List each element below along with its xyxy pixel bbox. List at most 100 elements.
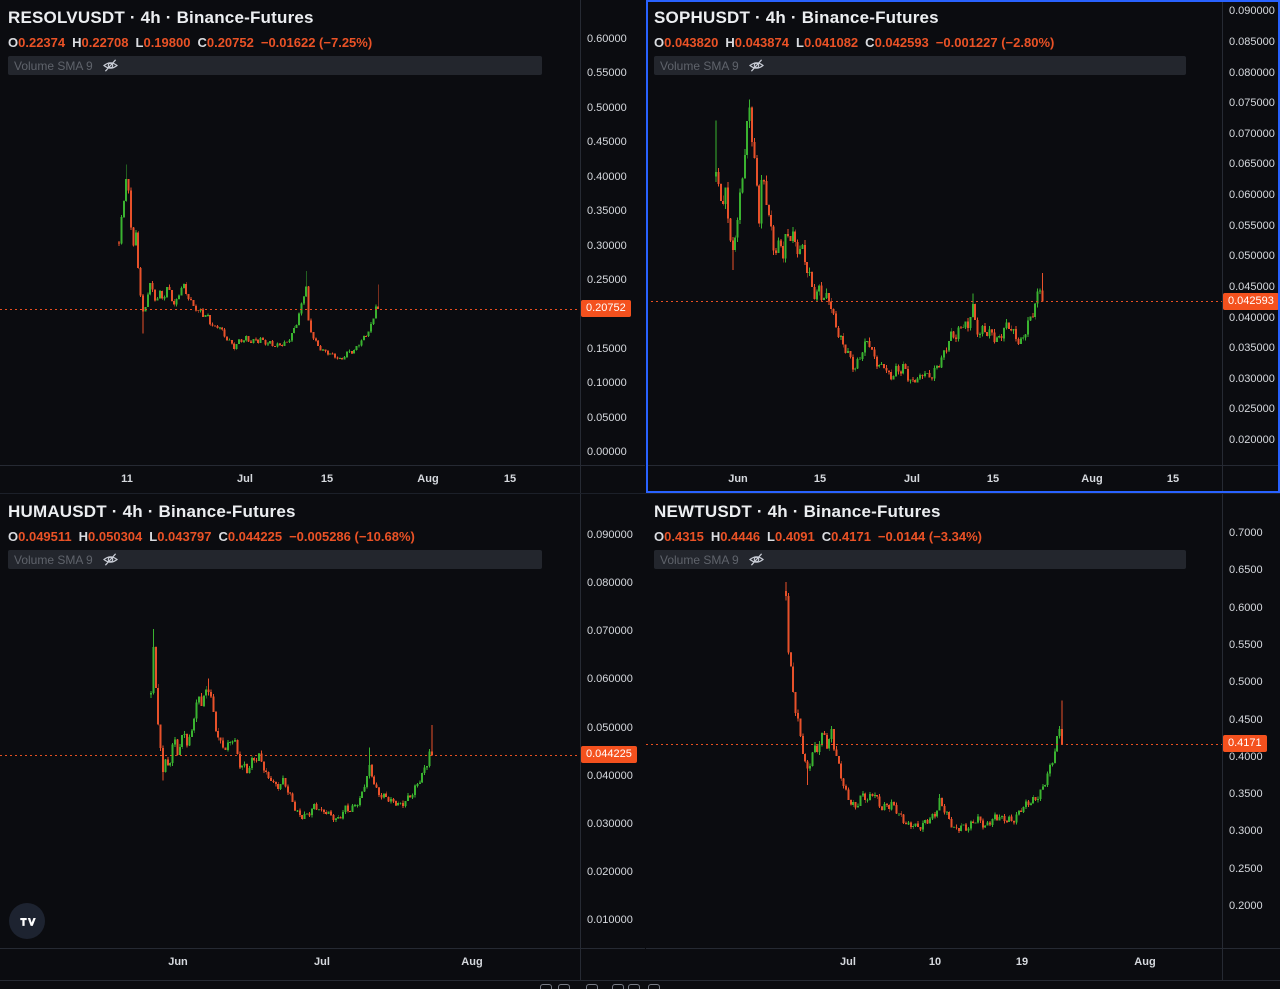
time-tick-label: 10	[928, 956, 942, 968]
price-tick-label: 0.7000	[1229, 527, 1263, 539]
axis-separator	[1222, 494, 1223, 980]
current-price-line	[646, 301, 1222, 302]
price-tick-label: 0.050000	[1229, 250, 1275, 263]
eye-off-icon[interactable]	[102, 58, 119, 73]
price-axis[interactable]: 0.7000 0.6500 0.6000 0.5500 0.5000 0.4500 0.40…	[1222, 494, 1280, 980]
axis-separator	[580, 0, 581, 493]
price-axis[interactable]: 0.090000 0.085000 0.080000 0.075000 0.070000…	[1222, 0, 1280, 493]
price-tick-label: 0.2500	[1229, 862, 1263, 875]
price-tick-label: 0.030000	[1229, 372, 1275, 385]
price-tick-label: 0.070000	[1229, 127, 1275, 140]
time-tick-label: 15	[503, 473, 517, 485]
axis-separator	[580, 494, 581, 980]
time-axis[interactable]: 11 Jul 15 Aug 15	[0, 466, 580, 493]
current-price-tag: 0.4171	[1223, 735, 1267, 753]
low-value: 0.19800	[143, 35, 191, 50]
price-tick-label: 0.25000	[587, 273, 627, 286]
symbol-title[interactable]: HUMAUSDT · 4h · Binance-Futures	[8, 502, 296, 521]
price-tick-label: 0.55000	[587, 67, 627, 80]
close-label: C	[865, 35, 875, 50]
eye-off-icon[interactable]	[748, 58, 765, 73]
chart-pane-resolvusdt: RESOLVUSDT · 4h · Binance-Futures O0.223…	[0, 0, 645, 493]
time-tick-label: Jun	[168, 956, 188, 968]
price-tick-label: 0.035000	[1229, 342, 1275, 355]
price-tick-label: 0.3500	[1229, 788, 1263, 801]
price-tick-label: 0.025000	[1229, 403, 1275, 416]
price-tick-label: 0.065000	[1229, 158, 1275, 171]
price-tick-label: 0.080000	[587, 577, 633, 590]
price-tick-label: 0.080000	[1229, 66, 1275, 79]
open-label: O	[654, 529, 665, 544]
price-tick-label: 0.4000	[1229, 750, 1263, 763]
time-tick-label: 19	[1015, 956, 1029, 968]
high-value: 0.050304	[88, 529, 143, 544]
ohlc-readout: O0.043820 H0.043874 L0.041082 C0.042593 −0.0…	[654, 35, 1186, 50]
time-tick-label: Aug	[417, 473, 439, 485]
symbol-title[interactable]: NEWTUSDT · 4h · Binance-Futures	[654, 502, 941, 521]
toolbar-icon-partial	[648, 984, 660, 989]
time-tick-label: 15	[813, 473, 827, 485]
price-tick-label: 0.35000	[587, 205, 627, 218]
price-tick-label: 0.020000	[587, 865, 633, 878]
close-label: C	[821, 529, 832, 544]
pane-divider[interactable]	[0, 493, 1280, 494]
tradingview-logo-icon	[20, 917, 36, 926]
time-tick-label: Jul	[904, 473, 920, 485]
chart-legend: NEWTUSDT · 4h · Binance-Futures O0.4315 H…	[654, 502, 1186, 569]
chart-legend: HUMAUSDT · 4h · Binance-Futures O0.04951…	[8, 502, 542, 569]
price-axis[interactable]: 0.60000 0.55000 0.50000 0.45000 0.40000 0.350…	[580, 0, 645, 493]
high-value: 0.4446	[720, 529, 761, 544]
candlestick-chart[interactable]	[0, 494, 580, 948]
high-label: H	[725, 35, 735, 50]
open-label: O	[654, 35, 665, 50]
price-tick-label: 0.6500	[1229, 564, 1263, 577]
time-axis[interactable]: Jun Jul Aug	[0, 949, 580, 980]
ohlc-readout: O0.22374 H0.22708 L0.19800 C0.20752 −0.01622…	[8, 35, 542, 50]
price-tick-label: 0.45000	[587, 136, 627, 149]
close-value: 0.044225	[227, 529, 283, 544]
high-label: H	[72, 35, 82, 50]
price-tick-label: 0.10000	[587, 377, 627, 390]
candlestick-chart[interactable]	[646, 494, 1222, 948]
open-value: 0.4315	[664, 529, 704, 544]
price-tick-label: 0.60000	[587, 33, 627, 45]
price-tick-label: 0.090000	[1229, 5, 1275, 18]
ohlc-readout: O0.4315 H0.4446 L0.4091 C0.4171 −0.0144 (−3.…	[654, 529, 1186, 544]
price-tick-label: 0.040000	[587, 769, 633, 782]
price-tick-label: 0.060000	[1229, 189, 1275, 202]
price-tick-label: 0.6000	[1229, 601, 1263, 614]
eye-off-icon[interactable]	[102, 552, 119, 567]
indicator-label: Volume SMA 9	[14, 58, 93, 73]
eye-off-icon[interactable]	[748, 552, 765, 567]
open-value: 0.22374	[18, 35, 66, 50]
chart-legend: RESOLVUSDT · 4h · Binance-Futures O0.223…	[8, 8, 542, 75]
candlestick-chart[interactable]	[0, 0, 580, 465]
time-axis[interactable]: Jul 10 19 Aug	[646, 949, 1222, 980]
time-axis-separator	[646, 465, 1280, 466]
price-tick-label: 0.4500	[1229, 713, 1263, 726]
price-axis[interactable]: 0.090000 0.080000 0.070000 0.060000 0.050000…	[580, 494, 645, 980]
current-price-tag: 0.042593	[1223, 292, 1279, 310]
candlestick-chart[interactable]	[646, 0, 1222, 465]
price-tick-label: 0.40000	[587, 170, 627, 183]
low-label: L	[135, 35, 144, 50]
price-tick-label: 0.020000	[1229, 434, 1275, 446]
time-tick-label: 15	[986, 473, 1000, 485]
current-price-line	[0, 309, 580, 310]
time-axis[interactable]: Jun 15 Jul 15 Aug 15	[646, 466, 1222, 493]
time-axis-separator	[0, 948, 645, 949]
price-tick-label: 0.075000	[1229, 97, 1275, 110]
symbol-title[interactable]: RESOLVUSDT · 4h · Binance-Futures	[8, 8, 314, 27]
change-value: −0.01622 (−7.25%)	[260, 35, 373, 50]
time-tick-label: Jul	[237, 473, 253, 485]
time-tick-label: Jul	[314, 956, 330, 968]
toolbar-icon-partial	[612, 984, 624, 989]
price-tick-label: 0.010000	[587, 914, 633, 926]
symbol-title[interactable]: SOPHUSDT · 4h · Binance-Futures	[654, 8, 939, 27]
current-price-tag: 0.044225	[581, 746, 637, 764]
toolbar-icon-partial	[586, 984, 598, 989]
price-tick-label: 0.030000	[587, 817, 633, 830]
time-axis-separator	[0, 465, 645, 466]
current-price-line	[0, 755, 580, 756]
tradingview-logo-button[interactable]	[9, 903, 45, 939]
